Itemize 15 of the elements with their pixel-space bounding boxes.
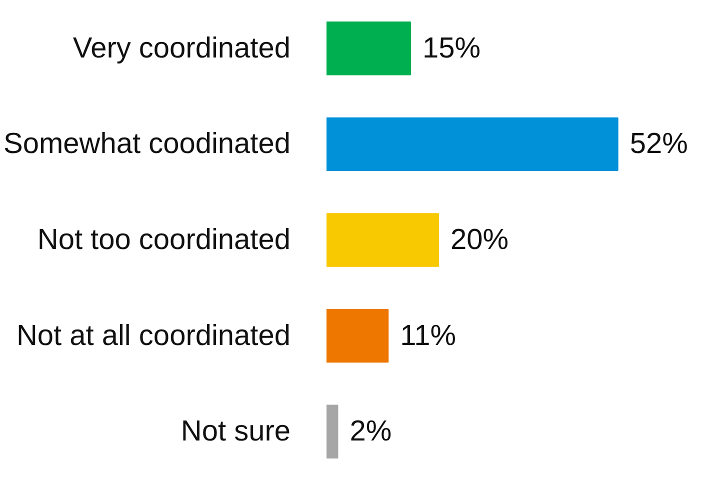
- y-tick-label: Not sure: [180, 416, 291, 448]
- data-label: 52%: [630, 128, 688, 160]
- y-tick-label: Not at all coordinated: [16, 320, 291, 352]
- bar: [326, 213, 440, 267]
- y-tick-label: Very coordinated: [72, 32, 291, 64]
- data-label: 2%: [350, 416, 392, 448]
- y-tick-label: Somewhat coodinated: [4, 128, 291, 160]
- data-label: 11%: [400, 320, 456, 352]
- data-label: 20%: [450, 224, 509, 256]
- data-label: 15%: [422, 32, 481, 64]
- bar: [326, 308, 389, 363]
- y-tick-label: Not too coordinated: [37, 224, 291, 256]
- bar: [326, 404, 338, 458]
- bar: [326, 117, 618, 172]
- bar: [326, 22, 412, 76]
